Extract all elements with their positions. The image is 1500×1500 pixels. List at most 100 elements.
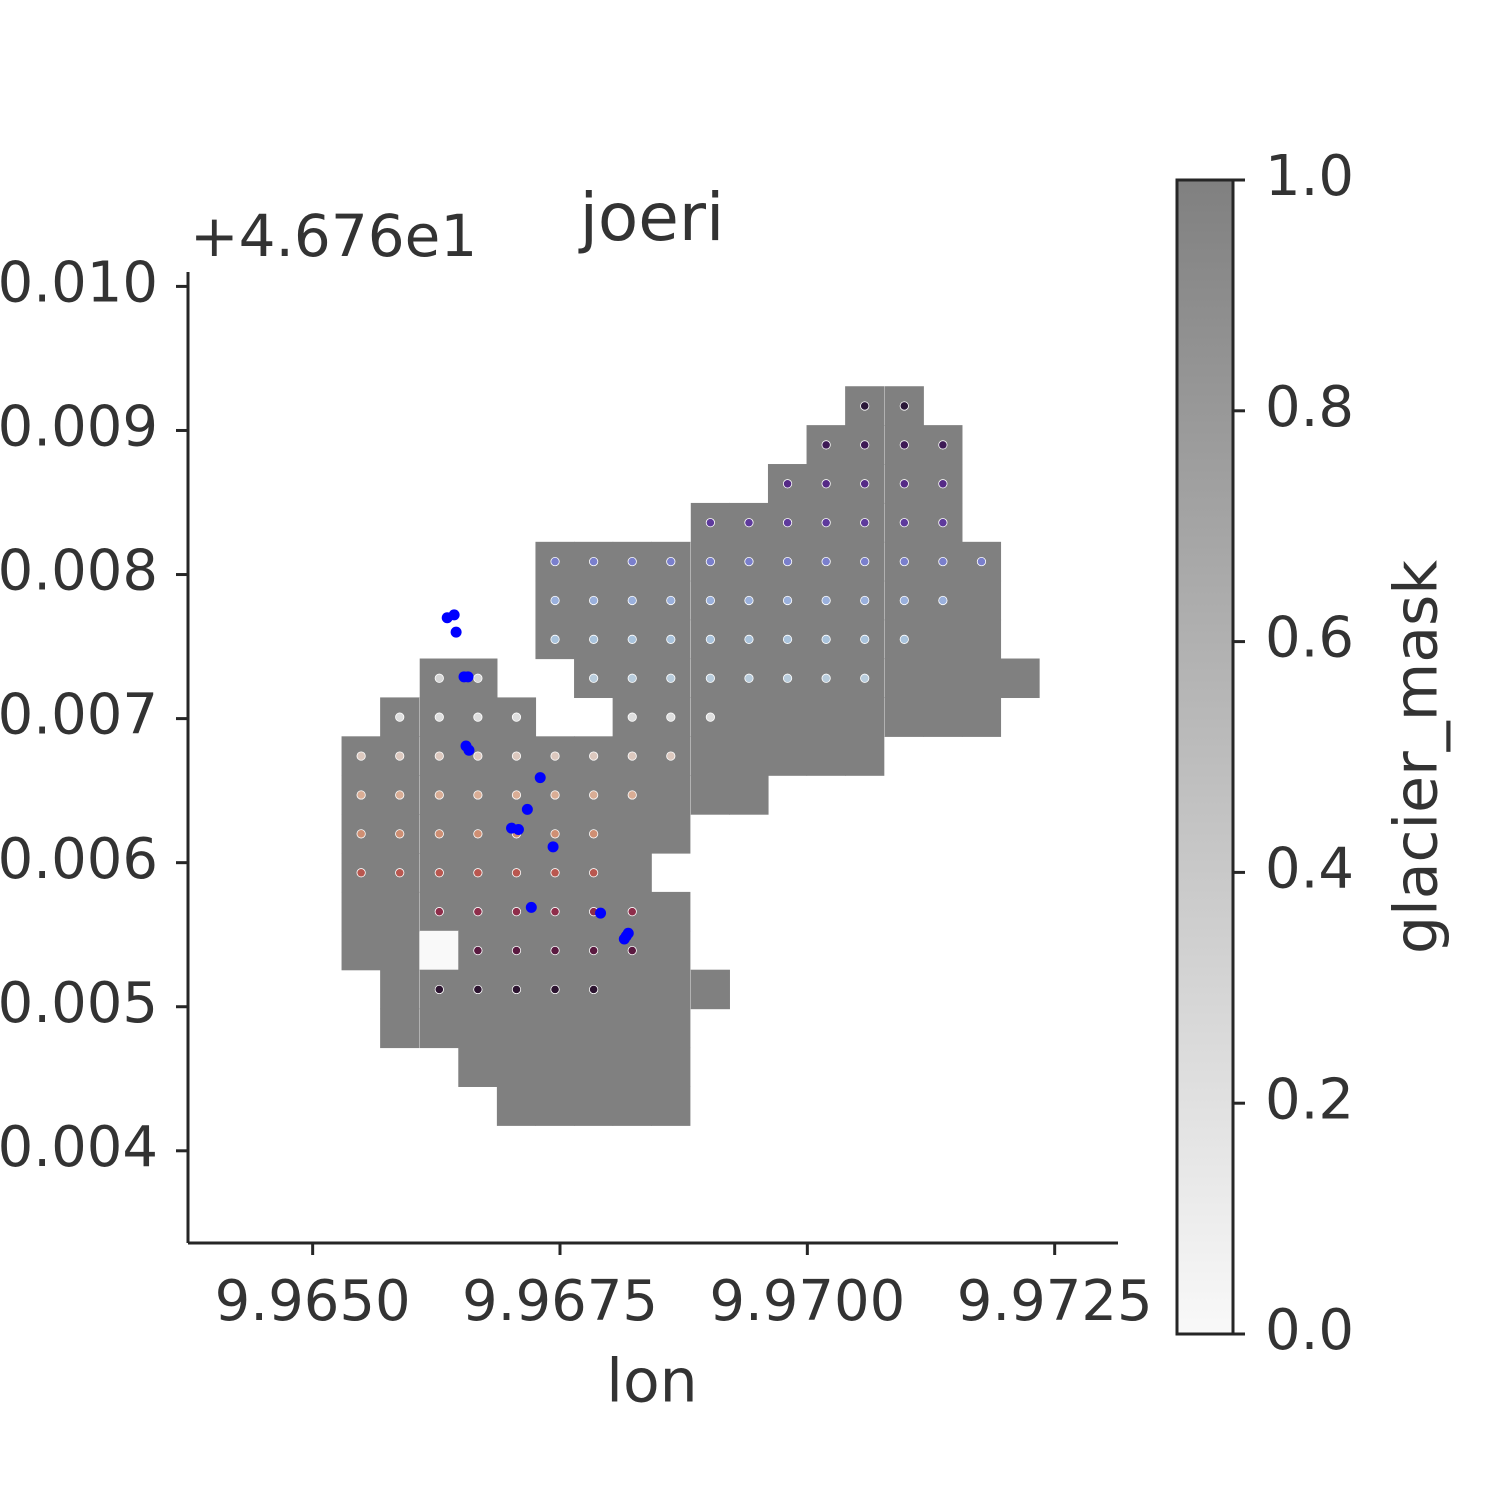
mask-cell xyxy=(458,1047,498,1087)
mask-cell xyxy=(612,1008,652,1049)
observation-point xyxy=(462,671,474,683)
mask-cell xyxy=(651,814,691,854)
grid-point xyxy=(550,634,560,644)
observation-point xyxy=(450,626,462,638)
grid-point xyxy=(821,556,831,567)
grid-point xyxy=(938,479,948,489)
observation-point xyxy=(463,744,475,756)
observation-point xyxy=(525,901,537,913)
x-tick-label: 9.9650 xyxy=(215,1269,411,1334)
observation-point xyxy=(448,609,460,621)
mask-cell xyxy=(496,1008,537,1049)
grid-point xyxy=(434,751,444,761)
observation-point xyxy=(595,907,607,919)
grid-point xyxy=(627,907,637,917)
grid-point xyxy=(627,634,637,644)
mask-cell xyxy=(961,697,1002,737)
mask-cell xyxy=(961,580,1002,621)
grid-point xyxy=(511,751,522,761)
grid-point xyxy=(666,634,676,644)
grid-point xyxy=(938,440,948,450)
mask-cell xyxy=(419,930,459,971)
mask-cell xyxy=(729,736,769,776)
y-tick-label: 0.006 xyxy=(0,827,158,892)
grid-point xyxy=(782,595,793,606)
mask-cell xyxy=(612,1086,652,1126)
grid-point xyxy=(666,712,676,722)
mask-cell xyxy=(961,658,1002,699)
grid-point xyxy=(473,829,483,839)
mask-cell xyxy=(923,619,963,660)
grid-point xyxy=(899,479,909,489)
grid-point xyxy=(899,440,909,450)
grid-point xyxy=(627,595,637,606)
grid-point xyxy=(395,829,405,839)
grid-point xyxy=(744,518,754,528)
grid-point xyxy=(589,556,599,567)
grid-point xyxy=(744,673,754,683)
grid-point xyxy=(473,984,483,995)
grid-point xyxy=(938,556,948,567)
mask-cell xyxy=(458,1008,498,1049)
mask-cell xyxy=(767,736,808,776)
grid-point xyxy=(666,556,676,567)
observation-point xyxy=(512,824,524,836)
observation-point xyxy=(547,841,559,853)
mask-cell xyxy=(651,891,691,932)
grid-point xyxy=(860,518,870,528)
mask-cell xyxy=(923,658,963,699)
grid-point xyxy=(395,712,405,722)
grid-point xyxy=(434,790,444,800)
grid-point xyxy=(666,751,676,761)
observation-point xyxy=(521,803,533,815)
mask-cell xyxy=(729,775,769,815)
mask-cell xyxy=(496,1047,537,1087)
grid-point xyxy=(744,595,754,606)
mask-cell xyxy=(1000,658,1040,699)
grid-point xyxy=(821,673,831,683)
mask-cell xyxy=(729,697,769,737)
mask-cell xyxy=(651,775,691,815)
grid-point xyxy=(666,595,676,606)
grid-point xyxy=(550,945,560,956)
grid-point xyxy=(589,751,599,761)
grid-point xyxy=(473,945,483,956)
grid-point xyxy=(589,945,599,956)
grid-point xyxy=(938,518,948,528)
grid-point xyxy=(705,518,715,528)
grid-point xyxy=(434,829,444,839)
mask-cell xyxy=(806,697,846,737)
grid-point xyxy=(899,595,909,606)
mask-cell xyxy=(923,697,963,737)
x-tick-label: 9.9700 xyxy=(709,1269,905,1334)
grid-point xyxy=(434,712,444,722)
grid-point xyxy=(550,829,560,839)
grid-point xyxy=(782,556,793,567)
grid-point xyxy=(821,518,831,528)
mask-cell xyxy=(806,736,846,776)
grid-point xyxy=(589,868,599,878)
mask-cell xyxy=(690,969,730,1010)
y-tick-label: 0.004 xyxy=(0,1115,158,1180)
grid-point xyxy=(976,556,987,567)
grid-point xyxy=(860,401,870,411)
mask-cell xyxy=(612,969,652,1010)
mask-cell xyxy=(574,1008,614,1049)
grid-point xyxy=(860,479,870,489)
grid-point xyxy=(589,829,599,839)
grid-point xyxy=(627,673,637,683)
colorbar-tick-label: 0.4 xyxy=(1265,837,1354,902)
grid-point xyxy=(899,401,909,411)
grid-point xyxy=(782,673,793,683)
grid-point xyxy=(860,673,870,683)
grid-point xyxy=(550,868,560,878)
grid-point xyxy=(473,868,483,878)
grid-point xyxy=(938,595,948,606)
mask-cell xyxy=(535,1008,575,1049)
mask-cell xyxy=(419,1008,459,1049)
grid-point xyxy=(473,673,483,683)
colorbar-tick-label: 0.8 xyxy=(1265,375,1354,440)
grid-point xyxy=(666,673,676,683)
grid-point xyxy=(589,984,599,995)
grid-point xyxy=(511,907,522,917)
